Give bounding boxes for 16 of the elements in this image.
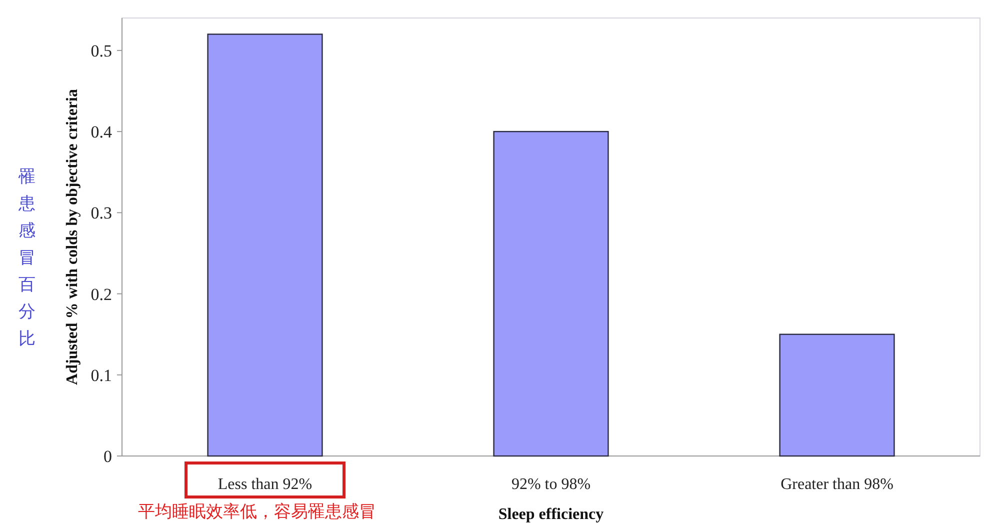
text: 罹患感冒百分比 bbox=[18, 167, 36, 349]
x-axis-title: Sleep efficiency bbox=[498, 506, 604, 523]
y-axis-title: Adjusted % with colds by objective criteria bbox=[64, 89, 81, 385]
y-tick-label: 0.2 bbox=[90, 284, 112, 304]
y-tick-label: 0.1 bbox=[90, 366, 112, 385]
x-tick-label: Greater than 98% bbox=[780, 476, 894, 493]
y-tick-label: 0.4 bbox=[90, 122, 112, 142]
bar bbox=[207, 34, 323, 457]
bar bbox=[779, 334, 895, 457]
y-tick-label: 0.3 bbox=[90, 204, 112, 223]
x-tick-label: 92% to 98% bbox=[511, 476, 591, 493]
x-tick-label: Less than 92% bbox=[218, 476, 312, 493]
y-tick-label: 0.5 bbox=[90, 41, 112, 60]
text: 平均睡眠效率低，容易罹患感冒 bbox=[138, 502, 376, 522]
y-tick-label: 0 bbox=[104, 447, 112, 466]
bar bbox=[493, 130, 609, 457]
